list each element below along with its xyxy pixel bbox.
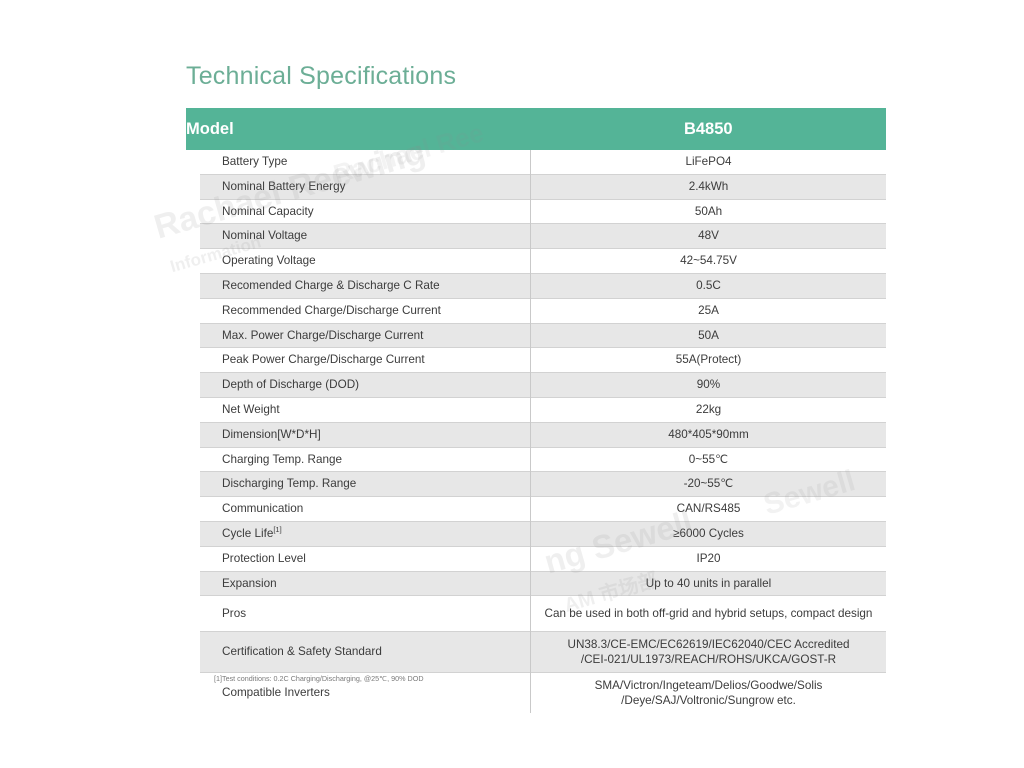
row-label: Operating Voltage: [186, 248, 531, 274]
row-value: 50A: [530, 322, 886, 348]
row-value: 480*405*90mm: [530, 421, 886, 448]
row-label: Battery Type: [186, 150, 531, 175]
row-label: Peak Power Charge/Discharge Current: [186, 347, 531, 373]
table-row: Nominal Capacity 50Ah: [186, 198, 886, 224]
row-label: Depth of Discharge (DOD): [186, 372, 531, 398]
table-row: Cycle Life[1] ≥6000 Cycles: [186, 520, 886, 547]
row-label: Cycle Life[1]: [186, 520, 531, 547]
row-label: Max. Power Charge/Discharge Current: [186, 322, 531, 348]
row-label: Recommended Charge/Discharge Current: [186, 297, 531, 324]
table-row: Nominal Voltage 48V: [186, 223, 886, 249]
row-label: Nominal Capacity: [186, 198, 531, 224]
table-row: Dimension[W*D*H] 480*405*90mm: [186, 421, 886, 448]
table-body: Battery Type LiFePO4 Nominal Battery Energ…: [186, 150, 886, 714]
row-label: Compatible Inverters: [186, 672, 531, 714]
table-row: Peak Power Charge/Discharge Current 55A(P…: [186, 347, 886, 373]
row-value: UN38.3/CE-EMC/EC62619/IEC62040/CEC Accre…: [530, 631, 886, 673]
table-header: Model B4850: [186, 108, 886, 150]
row-value: -20~55℃: [530, 471, 886, 497]
table-row: Expansion Up to 40 units in parallel: [186, 570, 886, 596]
row-value: 48V: [530, 223, 886, 249]
row-value: 50Ah: [530, 198, 886, 224]
row-value-line: /Deye/SAJ/Voltronic/Sungrow etc.: [621, 694, 796, 708]
page-title: Technical Specifications: [186, 62, 457, 90]
row-value: 42~54.75V: [530, 248, 886, 274]
row-value: 0~55℃: [530, 446, 886, 472]
row-value: SMA/Victron/Ingeteam/Delios/Goodwe/Solis…: [530, 672, 886, 714]
row-value: CAN/RS485: [530, 496, 886, 522]
table-row: Recommended Charge/Discharge Current 25A: [186, 297, 886, 324]
table-row: Discharging Temp. Range -20~55℃: [186, 471, 886, 497]
row-label: Protection Level: [186, 545, 531, 572]
table-row: Communication CAN/RS485: [186, 496, 886, 522]
row-label: Expansion: [186, 570, 531, 596]
table-left-gutter: [186, 150, 200, 678]
table-row: Charging Temp. Range 0~55℃: [186, 446, 886, 472]
row-label: Discharging Temp. Range: [186, 471, 531, 497]
row-label: Recomended Charge & Discharge C Rate: [186, 272, 531, 299]
footnote-marker: [1]: [273, 525, 282, 535]
table-row: Net Weight 22kg: [186, 396, 886, 423]
table-row: Battery Type LiFePO4: [186, 150, 886, 175]
table-row: Nominal Battery Energy 2.4kWh: [186, 173, 886, 200]
table-row: Compatible Inverters SMA/Victron/Ingeteam…: [186, 672, 886, 714]
row-value: Can be used in both off-grid and hybrid …: [530, 595, 886, 632]
row-label: Communication: [186, 496, 531, 522]
specifications-table: Model B4850 Battery Type LiFePO4 Nominal B…: [186, 108, 886, 714]
row-value: 2.4kWh: [530, 173, 886, 200]
row-value: 25A: [530, 297, 886, 324]
row-value: LiFePO4: [530, 150, 886, 175]
row-label: Dimension[W*D*H]: [186, 421, 531, 448]
table-row: Pros Can be used in both off-grid and hyb…: [186, 595, 886, 632]
row-value: 0.5C: [530, 272, 886, 299]
row-value-line: UN38.3/CE-EMC/EC62619/IEC62040/CEC Accre…: [567, 637, 850, 651]
table-row: Depth of Discharge (DOD) 90%: [186, 372, 886, 398]
row-value: 55A(Protect): [530, 347, 886, 373]
header-model-cell: Model: [186, 108, 531, 150]
row-label: Pros: [186, 595, 531, 632]
row-value-line: /CEI-021/UL1973/REACH/ROHS/UKCA/GOST-R: [580, 653, 837, 667]
table-row: Certification & Safety Standard UN38.3/CE…: [186, 631, 886, 673]
footnote: [1]Test conditions: 0.2C Charging/Discha…: [214, 674, 424, 683]
row-value: ≥6000 Cycles: [530, 520, 886, 547]
row-label: Net Weight: [186, 396, 531, 423]
row-value-line: SMA/Victron/Ingeteam/Delios/Goodwe/Solis: [594, 678, 823, 692]
table-row: Operating Voltage 42~54.75V: [186, 248, 886, 274]
row-value: 22kg: [530, 396, 886, 423]
row-value: IP20: [530, 545, 886, 572]
row-label: Certification & Safety Standard: [186, 631, 531, 673]
table-header-row: Model B4850: [186, 108, 886, 150]
row-label: Charging Temp. Range: [186, 446, 531, 472]
row-value: 90%: [530, 372, 886, 398]
row-value: Up to 40 units in parallel: [530, 570, 886, 596]
row-label: Nominal Battery Energy: [186, 173, 531, 200]
row-label: Nominal Voltage: [186, 223, 531, 249]
table-row: Protection Level IP20: [186, 545, 886, 572]
table-row: Recomended Charge & Discharge C Rate 0.5C: [186, 272, 886, 299]
table-row: Max. Power Charge/Discharge Current 50A: [186, 322, 886, 348]
header-model-value-cell: B4850: [530, 108, 886, 150]
